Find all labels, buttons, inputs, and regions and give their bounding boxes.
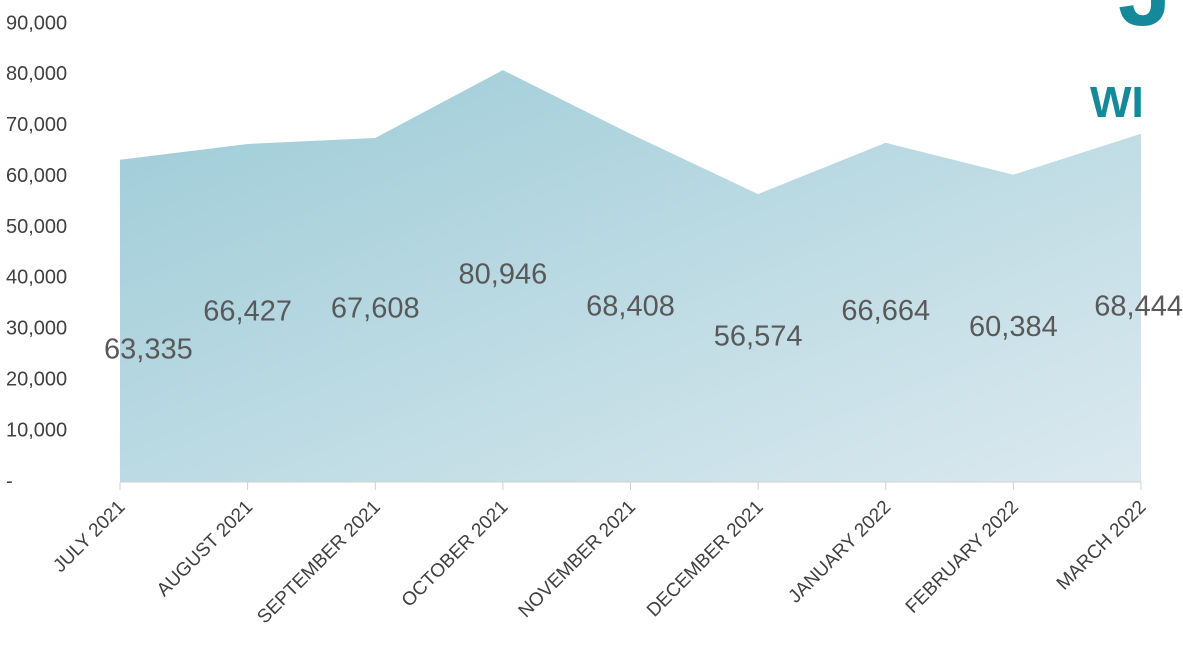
y-tick-label: 70,000 xyxy=(6,114,67,136)
data-label: 56,574 xyxy=(714,321,803,353)
y-tick-label: 30,000 xyxy=(6,318,67,340)
annotation: J xyxy=(1118,0,1171,46)
area xyxy=(120,70,1141,482)
x-tick-label: DECEMBER 2021 xyxy=(643,497,768,622)
x-tick-label: MARCH 2022 xyxy=(1053,497,1151,595)
data-label: 68,408 xyxy=(586,291,675,323)
y-tick-label: 90,000 xyxy=(6,12,67,34)
x-tick-label: OCTOBER 2021 xyxy=(398,497,513,612)
y-tick-label: - xyxy=(6,470,13,492)
x-tick-label: AUGUST 2021 xyxy=(153,497,257,601)
y-tick-label: 60,000 xyxy=(6,165,67,187)
y-tick-label: 50,000 xyxy=(6,216,67,238)
x-tick-label: JANUARY 2022 xyxy=(785,497,896,608)
x-tick-label: FEBRUARY 2022 xyxy=(902,497,1023,618)
data-label: 60,384 xyxy=(969,311,1058,343)
data-label: 66,427 xyxy=(203,296,292,328)
x-tick-label: NOVEMBER 2021 xyxy=(515,497,640,622)
y-tick-label: 40,000 xyxy=(6,267,67,289)
y-tick-label: 20,000 xyxy=(6,369,67,391)
data-label: 66,664 xyxy=(841,295,930,327)
x-tick-label: JULY 2021 xyxy=(49,497,129,577)
data-label: 63,335 xyxy=(104,334,193,366)
annotation: WI xyxy=(1090,78,1144,127)
data-label: 67,608 xyxy=(331,293,420,325)
data-label: 68,444 xyxy=(1094,291,1183,323)
x-tick-label: SEPTEMBER 2021 xyxy=(253,497,384,628)
y-tick-label: 10,000 xyxy=(6,419,67,441)
y-tick-label: 80,000 xyxy=(6,63,67,85)
data-label: 80,946 xyxy=(459,259,548,291)
